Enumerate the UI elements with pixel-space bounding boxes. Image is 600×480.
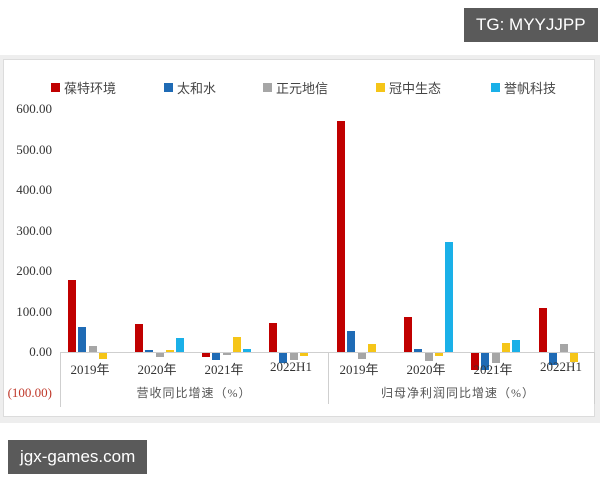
x-axis-line (60, 352, 594, 353)
bar (232, 337, 241, 352)
y-tick-label: (100.00) (7, 384, 52, 400)
x-tick-label: 2022H1 (540, 359, 582, 374)
bar (222, 353, 231, 356)
bar (424, 353, 433, 362)
bar (404, 316, 412, 352)
y-tick-label: 200.00 (16, 263, 52, 278)
watermark-bottom: jgx-games.com (8, 440, 148, 474)
bar (165, 349, 174, 352)
legend-label: 誉帆科技 (504, 81, 557, 96)
legend-label: 太和水 (177, 81, 217, 96)
legend-label: 冠中生态 (389, 81, 442, 96)
bar (337, 121, 345, 352)
chart-legend: 葆特环境 太和水 正元地信 冠中生态 誉帆科技 (4, 78, 594, 97)
legend-label: 葆特环境 (64, 81, 117, 96)
y-tick-label: 300.00 (16, 222, 52, 238)
x-tick-label: 2020年 (137, 362, 177, 377)
bar (471, 353, 479, 370)
bar (512, 339, 521, 352)
bar (78, 327, 87, 352)
legend-swatch-icon (263, 83, 272, 92)
bar (155, 353, 164, 358)
x-tick-label: 2019年 (339, 362, 379, 377)
chart-frame: 葆特环境 太和水 正元地信 冠中生态 誉帆科技 (0, 55, 600, 423)
bar (299, 353, 308, 357)
bar (569, 353, 578, 362)
bar (481, 353, 490, 370)
bar (501, 343, 510, 352)
bar (88, 345, 97, 352)
bar (269, 322, 277, 352)
y-tick-label: 100.00 (16, 303, 52, 319)
y-tick-label: 0.00 (29, 344, 52, 359)
legend-swatch-icon (491, 83, 500, 92)
x-tick-label: 2019年 (70, 362, 110, 377)
legend-swatch-icon (164, 83, 173, 92)
legend-item: 葆特环境 (51, 78, 116, 97)
x-tick-label: 2022H1 (270, 359, 312, 374)
bar (559, 344, 568, 352)
bar (445, 241, 454, 352)
bar (212, 353, 221, 361)
group-label: 归母净利润同比增速（%） (381, 386, 535, 400)
bar (243, 348, 252, 352)
legend-item: 冠中生态 (376, 78, 441, 97)
x-tick-label: 2020年 (406, 362, 446, 377)
legend-swatch-icon (51, 83, 60, 92)
group-label: 营收同比增速（%） (136, 386, 252, 400)
legend-label: 正元地信 (276, 81, 329, 96)
bar (491, 353, 500, 364)
legend-swatch-icon (376, 83, 385, 92)
bar (279, 353, 288, 364)
axis-divider (60, 352, 61, 407)
bar (135, 324, 143, 352)
bar (357, 353, 366, 360)
bar (539, 308, 547, 352)
y-tick-label: 500.00 (16, 141, 52, 157)
y-tick-label: 400.00 (16, 182, 52, 197)
y-axis: 600.00 500.00 400.00 300.00 200.00 100.00 0.00… (0, 0, 52, 480)
bar (434, 353, 443, 357)
bar (145, 349, 154, 352)
axis-divider (328, 352, 329, 404)
bar (367, 344, 376, 352)
legend-item: 太和水 (164, 78, 216, 97)
bar (414, 348, 423, 352)
bar (176, 337, 185, 352)
y-tick-label: 600.00 (16, 101, 52, 116)
axis-divider (594, 352, 595, 404)
bar (202, 353, 210, 358)
bar (68, 279, 76, 352)
bar (549, 353, 558, 366)
bar (289, 353, 298, 361)
x-tick-label: 2021年 (473, 362, 513, 377)
legend-item: 誉帆科技 (491, 78, 556, 97)
legend-item: 正元地信 (263, 78, 328, 97)
bar (347, 330, 356, 352)
bar (98, 353, 107, 360)
x-tick-label: 2021年 (204, 362, 244, 377)
watermark-top: TG: MYYJJPP (464, 8, 598, 42)
